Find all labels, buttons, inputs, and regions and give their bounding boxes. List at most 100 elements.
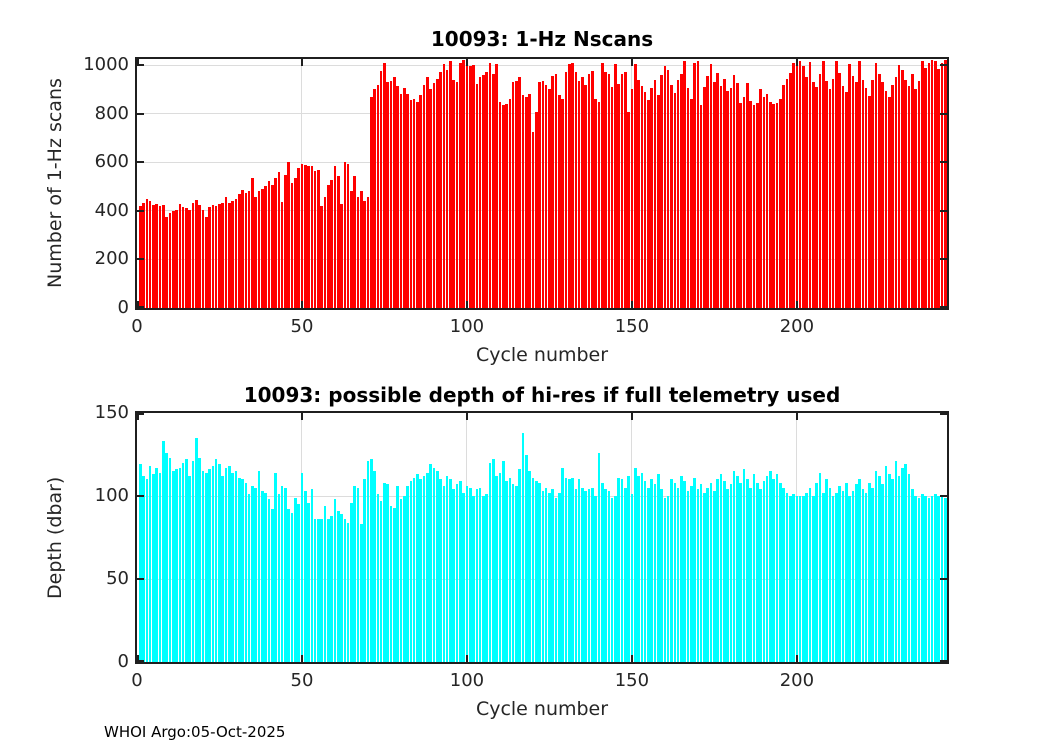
bar xyxy=(911,489,914,662)
y-axis-tick xyxy=(940,112,947,115)
bar xyxy=(660,75,663,308)
bar xyxy=(142,476,145,662)
bar xyxy=(798,61,802,308)
bar xyxy=(696,489,700,662)
bar xyxy=(640,472,644,662)
bar xyxy=(145,198,149,308)
bar xyxy=(531,131,535,308)
bar xyxy=(416,102,419,308)
bar xyxy=(752,104,756,308)
bar xyxy=(406,94,409,308)
depth-y-axis-label: Depth (dbar) xyxy=(44,476,66,599)
bar xyxy=(650,479,653,662)
bar xyxy=(280,486,284,662)
bar xyxy=(389,505,393,662)
bar xyxy=(313,519,317,662)
y-axis-tick xyxy=(940,258,947,261)
bar xyxy=(201,210,205,308)
bar xyxy=(188,476,192,662)
bar xyxy=(449,61,452,308)
bar xyxy=(178,467,182,662)
bar xyxy=(445,476,449,662)
nscans-x-axis-label: Cycle number xyxy=(475,344,609,366)
bar xyxy=(330,515,333,662)
bar xyxy=(145,479,149,662)
bar xyxy=(152,474,155,662)
bar xyxy=(284,175,287,308)
bar xyxy=(432,467,436,662)
bar xyxy=(584,85,587,308)
bar xyxy=(594,496,597,662)
bar xyxy=(897,64,901,308)
bar xyxy=(399,94,403,308)
bar xyxy=(673,93,677,308)
x-tick-label: 0 xyxy=(131,670,143,691)
bar xyxy=(379,71,383,308)
bar xyxy=(858,479,861,662)
y-axis-tick xyxy=(137,495,144,497)
y-axis-tick xyxy=(940,161,947,164)
bar xyxy=(765,476,769,662)
bar xyxy=(693,477,696,662)
bar xyxy=(452,489,456,662)
bar xyxy=(459,481,462,662)
y-tick-label: 800 xyxy=(94,102,129,124)
bar xyxy=(630,494,634,662)
bar xyxy=(495,476,498,662)
bar xyxy=(409,100,413,308)
bar xyxy=(637,476,640,662)
bar xyxy=(564,477,568,662)
nscans-y-axis-label: Number of 1-Hz scans xyxy=(44,78,66,289)
bar xyxy=(554,74,558,308)
bar xyxy=(587,489,591,662)
bar xyxy=(854,82,858,308)
bar xyxy=(851,76,855,308)
bar xyxy=(769,102,772,308)
bar xyxy=(505,103,508,308)
bar xyxy=(699,104,703,308)
bar xyxy=(208,469,211,662)
bar xyxy=(742,469,746,662)
bar xyxy=(290,182,294,308)
bar xyxy=(310,166,314,308)
bar xyxy=(676,79,680,308)
bar xyxy=(294,177,297,308)
bar xyxy=(808,487,812,662)
bar xyxy=(360,524,363,662)
bar xyxy=(277,494,281,662)
bar xyxy=(633,467,637,662)
bar xyxy=(422,476,426,662)
bar xyxy=(228,202,231,308)
bar xyxy=(162,441,165,662)
bar xyxy=(148,200,152,308)
bar xyxy=(356,196,360,308)
y-axis-tick xyxy=(137,161,144,164)
bar xyxy=(366,196,370,308)
bar xyxy=(303,164,307,308)
bar xyxy=(336,176,340,308)
bar xyxy=(851,491,855,662)
bar xyxy=(396,85,399,308)
bar xyxy=(211,204,215,308)
bar xyxy=(729,484,733,662)
bar xyxy=(320,206,324,308)
bar xyxy=(142,202,145,308)
bar xyxy=(472,65,475,308)
bar xyxy=(350,502,353,662)
bar xyxy=(828,487,832,662)
bar xyxy=(548,492,551,662)
y-tick-label: 0 xyxy=(117,297,129,318)
bar xyxy=(729,88,733,308)
bar xyxy=(459,62,462,308)
bar xyxy=(670,479,673,662)
bar xyxy=(897,476,901,662)
bar xyxy=(327,185,330,308)
bar xyxy=(904,464,908,662)
bar xyxy=(673,482,677,662)
bar xyxy=(881,484,884,662)
bar xyxy=(244,482,248,662)
bar xyxy=(650,88,653,308)
bar xyxy=(831,496,835,662)
bar xyxy=(241,479,244,662)
bar xyxy=(247,494,251,662)
